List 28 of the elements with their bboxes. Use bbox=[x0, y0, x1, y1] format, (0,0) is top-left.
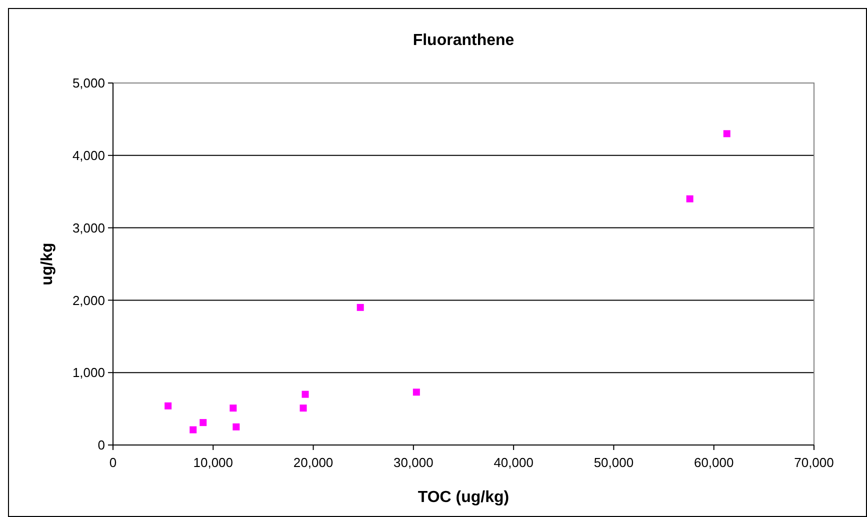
point bbox=[302, 390, 309, 398]
point bbox=[190, 426, 197, 434]
point bbox=[356, 304, 364, 311]
y-tick-label: 3,000 bbox=[72, 220, 105, 236]
point bbox=[686, 195, 694, 202]
point bbox=[723, 130, 730, 138]
y-tick-label: 0 bbox=[98, 438, 105, 453]
point bbox=[412, 388, 420, 396]
x-tick-label: 70,000 bbox=[794, 455, 834, 470]
point bbox=[300, 404, 307, 412]
y-tick-label: 5,000 bbox=[72, 76, 105, 91]
x-tick-label: 40,000 bbox=[494, 455, 534, 470]
y-tick-label: 2,000 bbox=[72, 292, 105, 308]
y-tick-label: 1,000 bbox=[72, 365, 105, 380]
chart-title: Fluoranthene bbox=[412, 32, 514, 49]
x-tick-label: 20,000 bbox=[293, 455, 334, 470]
point bbox=[164, 402, 172, 410]
point bbox=[200, 419, 207, 426]
x-tick-label: 60,000 bbox=[694, 455, 734, 470]
x-tick-label: 10,000 bbox=[193, 455, 234, 470]
x-axis-title: TOC (ug/kg) bbox=[418, 489, 510, 506]
point bbox=[232, 423, 240, 430]
y-tick-label: 4,000 bbox=[72, 148, 105, 163]
point bbox=[230, 404, 237, 412]
x-tick-label: 0 bbox=[109, 455, 117, 470]
y-axis-title: ug/kg bbox=[39, 242, 56, 286]
x-tick-label: 50,000 bbox=[594, 455, 634, 470]
x-tick-label: 30,000 bbox=[394, 455, 434, 470]
